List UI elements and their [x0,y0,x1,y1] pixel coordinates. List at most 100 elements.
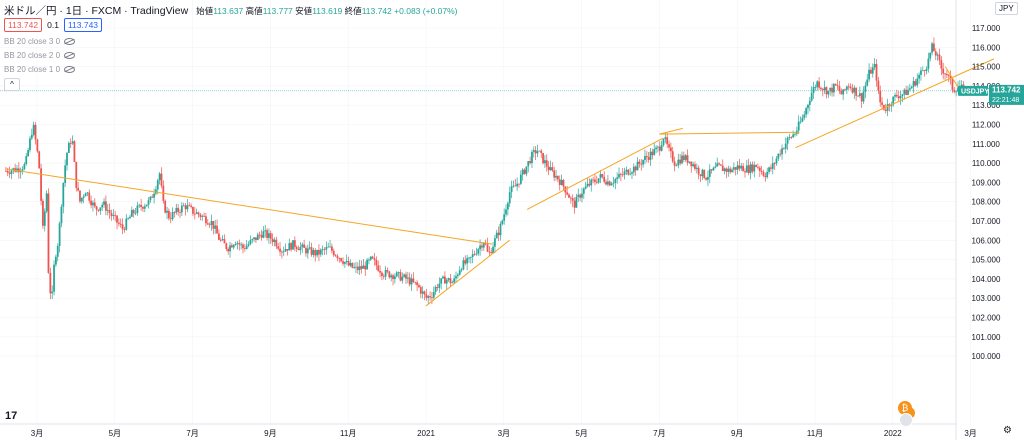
candle-body [645,156,648,158]
candle-body [525,166,528,174]
y-tick-label: 102.000 [972,314,1001,323]
candle-body [97,209,100,211]
candle-body [297,248,300,251]
candle-body [318,249,320,255]
candle-body [45,193,48,212]
candle-body [247,244,250,246]
sell-button[interactable]: 113.742 [4,18,43,32]
candle-body [945,73,948,76]
close-value: 113.742 [361,5,392,16]
candle-body [16,168,18,172]
candle-body [195,212,198,214]
candle-body [416,282,419,286]
candle-body [395,272,398,277]
candle-body [362,265,365,269]
candle-body [784,143,787,149]
candle-body [79,190,81,202]
candle-body [42,200,44,226]
candle-body [938,54,941,61]
candle-body [779,153,782,155]
collapse-legend-button[interactable]: ^ [4,78,20,91]
candle-body [225,243,228,249]
candle-body [603,176,606,182]
candle-body [145,204,148,207]
candle-body [175,207,178,213]
currency-button[interactable]: JPY [995,2,1018,15]
candle-body [112,215,115,216]
indicator-bb-1[interactable]: BB 20 close 1 0 [4,65,76,74]
y-tick-label: 103.000 [972,294,1001,303]
candle-body [894,94,896,97]
candle-body [660,145,663,151]
candle-body [555,175,557,178]
trendline[interactable] [795,58,995,149]
candle-body [764,175,767,178]
candle-body [816,81,819,88]
candle-body [566,192,569,195]
trade-buttons: 113.742 0.1 113.743 [4,18,103,32]
trendlines[interactable] [5,58,995,307]
eye-hidden-icon[interactable] [64,38,76,45]
candle-body [51,291,54,294]
eye-hidden-icon[interactable] [64,66,76,73]
candle-body [936,54,939,56]
candle-body [925,68,928,71]
candle-body [464,260,467,264]
candle-body [514,185,517,187]
candle-body [929,52,932,59]
trendline[interactable] [659,127,683,135]
candle-body [621,174,624,176]
candle-body [230,245,233,248]
candle-body [501,220,504,224]
candle-body [760,170,763,172]
candle-body [253,237,255,240]
notification-badge-icon[interactable]: ₿ [898,401,915,427]
trendline[interactable] [425,239,510,307]
time-axis[interactable]: 3月 5月 7月 9月 11月 2021 3月 5月 7月 9月 11月 2022 3月 [31,429,977,438]
trendline[interactable] [526,137,664,210]
price-axis[interactable]: 117.000116.000115.000114.000113.000112.0… [972,24,1001,361]
candle-body [740,165,743,169]
candle-body [657,146,659,148]
candle-body [553,170,556,178]
candle-body [892,96,895,105]
candle-body [782,148,785,150]
candle-body [899,95,902,99]
candle-body [279,248,281,252]
indicator-bb-2[interactable]: BB 20 close 2 0 [4,51,76,60]
candle-body [381,272,383,276]
candle-body [518,183,520,185]
candle-body [54,256,57,265]
candle-body [738,165,741,169]
candle-body [142,207,144,209]
eye-hidden-icon[interactable] [64,52,76,59]
gear-icon[interactable]: ⚙ [1003,425,1012,436]
candle-body [753,164,756,172]
candle-body [355,266,357,268]
candle-body [268,233,270,238]
trendline[interactable] [5,168,493,245]
candle-body [193,213,196,215]
candle-body [29,138,31,151]
candle-body [408,277,411,285]
candle-body [949,75,952,80]
candle-body [531,151,533,164]
candle-body [319,249,322,255]
candle-body [166,210,168,213]
buy-button[interactable]: 113.743 [63,18,103,32]
candle-body [684,155,687,160]
candle-body [182,205,185,207]
candle-body [807,104,809,109]
trendline[interactable] [659,131,800,135]
tradingview-logo[interactable]: 17 [5,410,18,422]
candle-body [453,278,456,283]
candle-body [351,262,354,268]
candle-body [849,86,852,89]
symbol-title[interactable]: 米ドル／円 · 1日 · FXCM · TradingView [4,5,189,17]
candle-body [179,211,181,213]
x-tick-label: 3月 [964,429,976,438]
indicator-bb-3[interactable]: BB 20 close 3 0 [4,37,76,46]
candle-body [475,253,478,255]
candle-body [686,155,689,163]
